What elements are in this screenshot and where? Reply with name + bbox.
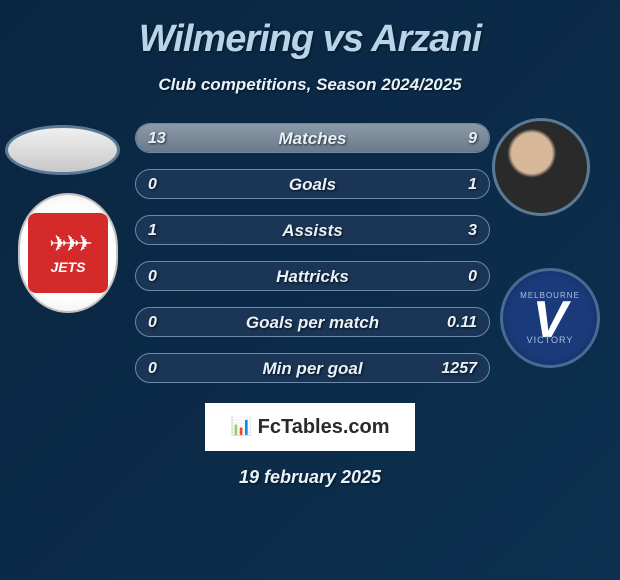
player-right-avatar — [492, 118, 590, 216]
stat-label: Hattricks — [136, 262, 489, 291]
jets-arrows-icon: ✈✈✈ — [49, 231, 86, 257]
stat-row: Min per goal0 1257 — [135, 353, 490, 383]
stat-label: Assists — [136, 216, 489, 245]
watermark-text: FcTables.com — [258, 416, 390, 439]
stat-value-right: 1 — [468, 170, 477, 199]
stat-row: Goals per match0 0.11 — [135, 307, 490, 337]
stat-value-left: 0 — [148, 354, 157, 383]
stat-value-right: 0 — [468, 262, 477, 291]
stat-value-left: 0 — [148, 262, 157, 291]
club-badge-right: MELBOURNE V VICTORY — [500, 268, 600, 368]
stat-row: Hattricks0 0 — [135, 261, 490, 291]
club-badge-left: ✈✈✈ JETS — [18, 193, 118, 313]
stat-label: Goals — [136, 170, 489, 199]
stat-row: Matches13 9 — [135, 123, 490, 153]
stat-label: Matches — [136, 124, 489, 153]
stat-value-left: 1 — [148, 216, 157, 245]
stat-value-right: 3 — [468, 216, 477, 245]
victory-v-icon: V — [533, 302, 568, 338]
stat-value-left: 13 — [148, 124, 166, 153]
stat-value-right: 9 — [468, 124, 477, 153]
stat-value-left: 0 — [148, 170, 157, 199]
stat-label: Min per goal — [136, 354, 489, 383]
season-subtitle: Club competitions, Season 2024/2025 — [0, 75, 620, 95]
club-badge-left-inner: ✈✈✈ JETS — [28, 213, 108, 293]
stat-value-left: 0 — [148, 308, 157, 337]
club-left-abbrev: JETS — [50, 259, 85, 275]
stat-value-right: 1257 — [441, 354, 477, 383]
comparison-card: Wilmering vs Arzani Club competitions, S… — [0, 0, 620, 580]
player-left-avatar — [5, 125, 120, 175]
chart-icon: 📊 — [230, 417, 251, 437]
club-right-bot: VICTORY — [527, 335, 574, 345]
stat-rows: Matches139Goals01Assists13Hattricks00Goa… — [135, 123, 490, 383]
date-label: 19 february 2025 — [0, 467, 620, 488]
stat-label: Goals per match — [136, 308, 489, 337]
stat-row: Goals0 1 — [135, 169, 490, 199]
stat-value-right: 0.11 — [447, 308, 477, 337]
watermark: 📊 FcTables.com — [205, 403, 415, 451]
stat-row: Assists1 3 — [135, 215, 490, 245]
content-area: ✈✈✈ JETS MELBOURNE V VICTORY Matches139G… — [0, 123, 620, 383]
page-title: Wilmering vs Arzani — [0, 18, 620, 61]
